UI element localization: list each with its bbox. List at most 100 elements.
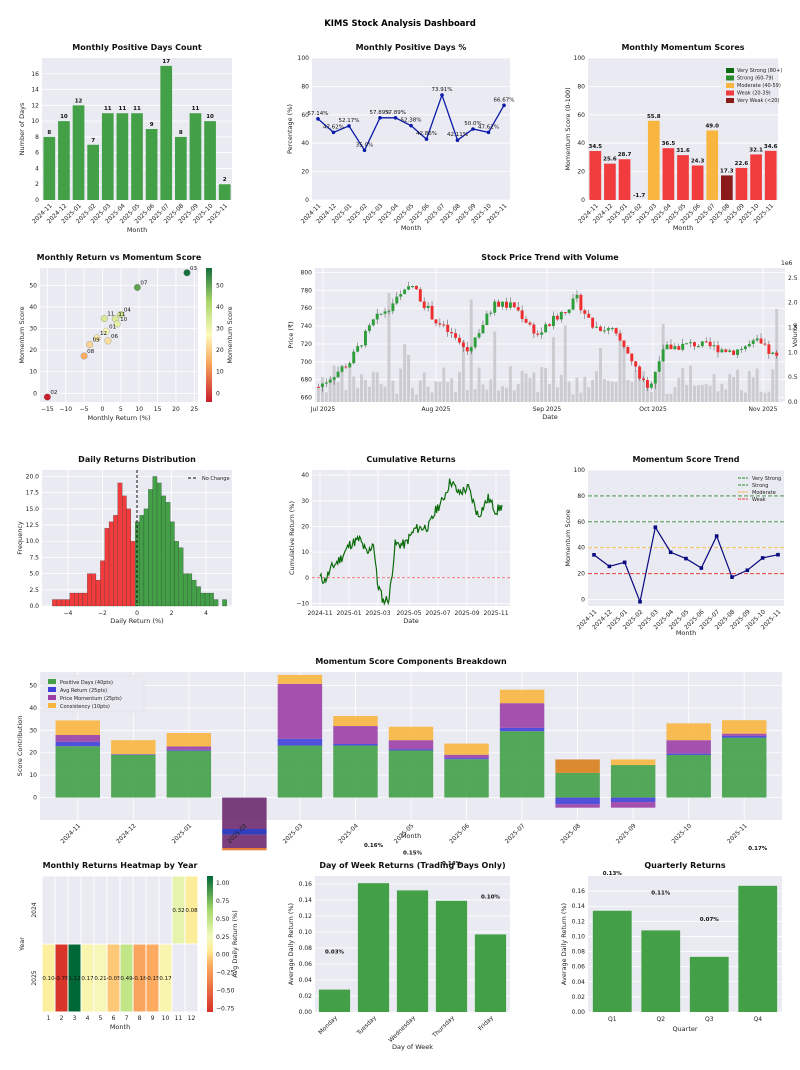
candle-body [548, 324, 552, 327]
momentum_scores-ytick: 40 [577, 140, 585, 147]
volume-bar [630, 381, 634, 402]
positive-pct-point [393, 115, 398, 120]
momentum-trend-marker [684, 556, 688, 561]
scatter-point [43, 393, 51, 401]
hist-legend-label: No Change [202, 476, 230, 482]
momentum-trend-marker [653, 525, 658, 530]
cum-xtick: 2025-05 [396, 610, 421, 617]
component-segment [222, 828, 267, 835]
heatmap-xtick: 10 [162, 1015, 170, 1022]
volume-bar [324, 392, 328, 402]
candle-body [493, 301, 497, 313]
candle-body [552, 315, 555, 327]
momentum-legend-label: Moderate (40-59) [737, 83, 781, 89]
scatter-xtick: −5 [80, 406, 89, 413]
scatter-point-label: 08 [87, 349, 94, 355]
positive-days-bar [87, 144, 99, 200]
components-legend-swatch [48, 703, 56, 708]
momentum-score-bar [721, 175, 733, 200]
volume-bar [548, 384, 552, 402]
hist-bar [117, 482, 123, 607]
momentum-score-bar [589, 151, 602, 200]
trend-legend-label: Strong [752, 483, 768, 489]
candle-body [775, 352, 779, 356]
hist-bar [108, 521, 114, 607]
components-legend-box [43, 675, 145, 713]
positive-pct-label: 42.86% [416, 131, 437, 137]
candle-body [555, 315, 559, 320]
candle-body [414, 285, 418, 290]
positive-days-bar [58, 121, 70, 200]
positive_days_count-ylabel: Number of Days [18, 102, 26, 155]
candle-body [638, 366, 642, 379]
volume-bar [383, 386, 387, 402]
daily_returns_dist-ytick: 2.5 [29, 587, 39, 594]
component-segment [111, 740, 156, 755]
cumulative_returns-ytick: −10 [296, 600, 309, 607]
heatmap-cell-label: 0.49 [120, 976, 133, 982]
candle-body [689, 342, 693, 344]
weekday-bar [396, 890, 429, 1012]
heatmap-cbtick: 0.50 [216, 916, 230, 923]
components-legend-label: Avg Return (25pts) [60, 688, 107, 694]
volume-bar [489, 379, 493, 402]
volume-bar [465, 389, 469, 402]
cum-xtick: 2025-11 [483, 610, 508, 617]
hist-bar [178, 547, 184, 607]
price-xtick: Nov 2025 [749, 406, 778, 413]
heatmap-ytick: 2024 [31, 902, 38, 917]
volume-bar [336, 382, 340, 402]
components-xtick: 2025-07 [504, 822, 527, 845]
momentum-score-label: 17.3 [720, 168, 734, 174]
candle-body [724, 349, 728, 352]
volume-bar [411, 387, 414, 402]
candle-body [465, 347, 469, 352]
volume-bar [371, 371, 375, 402]
volume-bar [732, 377, 736, 402]
volume-bar [657, 373, 661, 402]
momentum-score-bar [677, 155, 689, 200]
momentum-score-label: 34.5 [589, 144, 603, 150]
scatter-point [86, 341, 94, 348]
candle-body [763, 343, 767, 345]
volume-bar [540, 367, 544, 402]
return_vs_momentum-xlabel: Monthly Return (%) [88, 414, 151, 422]
positive_days_pct-ytick: 60 [301, 112, 309, 119]
momentum-trend-marker [668, 550, 673, 555]
momentum_scores-ytick: 20 [577, 169, 585, 176]
candle-body [602, 330, 606, 332]
quarterly-ytick: 0.16 [572, 888, 586, 895]
heatmap-xtick: 8 [138, 1015, 142, 1022]
cumulative-line [319, 478, 503, 606]
candle-body [469, 347, 473, 352]
volume-bar [563, 325, 567, 402]
volume-bar [536, 391, 540, 402]
candle-body [583, 310, 587, 314]
candle-body [712, 345, 716, 347]
trend-legend-label: Moderate [752, 490, 776, 496]
component-segment [666, 723, 711, 741]
positive-days-bar [218, 184, 231, 200]
candle-body [512, 302, 516, 308]
scatter-xtick: 20 [172, 406, 180, 413]
candle-body [375, 313, 379, 320]
components-legend-label: Consistency (10pts) [60, 704, 110, 710]
positive-days-bar [131, 113, 143, 200]
component-segment [555, 804, 600, 808]
hist-bar [174, 541, 179, 607]
candle-body [364, 330, 367, 346]
component-segment [610, 759, 656, 766]
positive_days_count-title: Monthly Positive Days Count [72, 43, 202, 52]
candle-body [618, 333, 622, 341]
volume-bar [430, 392, 434, 402]
heatmap-xtick: 1 [47, 1015, 51, 1022]
component-segment [277, 745, 323, 798]
quarterly-ytick: 0.12 [572, 918, 586, 925]
price-ytick: 720 [301, 341, 313, 348]
weekday-bar-label: 0.03% [325, 950, 345, 956]
positive-pct-label: 57.14% [308, 111, 329, 117]
component-segment [722, 735, 767, 738]
scatter-point-label: 07 [140, 280, 147, 286]
positive-days-bar-label: 2 [223, 177, 227, 183]
weekday-xtick: Friday [477, 1014, 495, 1032]
